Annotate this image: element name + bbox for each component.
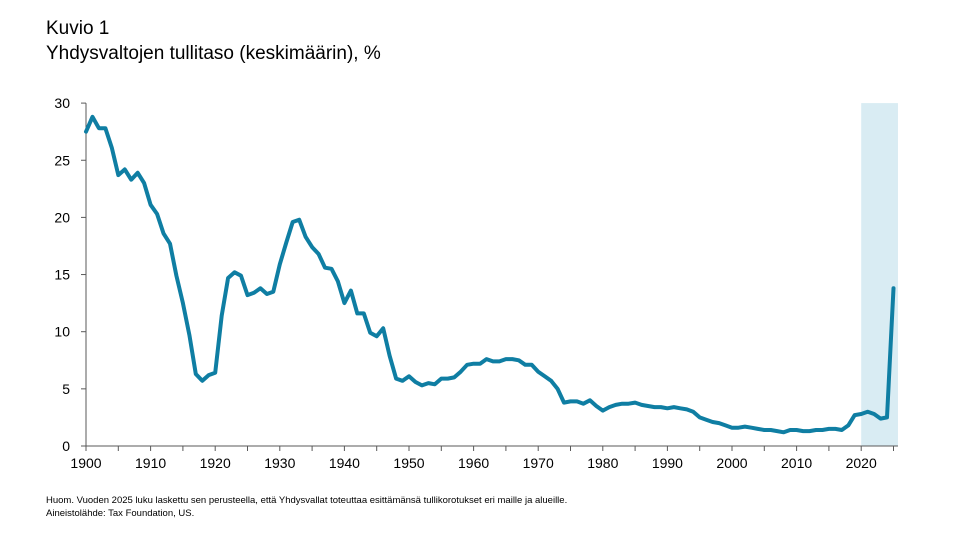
y-tick-label: 5 xyxy=(62,381,70,397)
x-tick-label: 2000 xyxy=(716,455,747,471)
chart-notes: Huom. Vuoden 2025 luku laskettu sen peru… xyxy=(46,494,567,520)
x-tick-label: 1930 xyxy=(264,455,295,471)
x-tick-label: 2010 xyxy=(781,455,812,471)
y-tick-label: 10 xyxy=(54,324,70,340)
y-tick-label: 20 xyxy=(54,209,70,225)
x-tick-label: 1920 xyxy=(200,455,231,471)
y-tick-label: 0 xyxy=(62,438,70,454)
y-tick-label: 15 xyxy=(54,267,70,283)
source-note: Aineistolähde: Tax Foundation, US. xyxy=(46,508,195,519)
x-tick-label: 1990 xyxy=(652,455,683,471)
x-tick-label: 1940 xyxy=(329,455,360,471)
chart-title: Kuvio 1 Yhdysvaltojen tullitaso (keskimä… xyxy=(46,16,381,66)
x-tick-label: 1910 xyxy=(135,455,166,471)
y-tick-label: 25 xyxy=(54,152,70,168)
highlight-band-2020-2025 xyxy=(861,103,898,446)
figure-title: Yhdysvaltojen tullitaso (keskimäärin), % xyxy=(46,43,381,64)
x-tick-label: 1970 xyxy=(523,455,554,471)
x-tick-label: 1900 xyxy=(70,455,101,471)
x-tick-label: 1950 xyxy=(393,455,424,471)
x-tick-label: 1960 xyxy=(458,455,489,471)
y-tick-label: 30 xyxy=(54,95,70,111)
footnote: Huom. Vuoden 2025 luku laskettu sen peru… xyxy=(46,495,568,506)
x-tick-label: 1980 xyxy=(587,455,618,471)
figure-label: Kuvio 1 xyxy=(46,18,110,39)
x-tick-label: 2020 xyxy=(846,455,877,471)
tariff-rate-line xyxy=(84,114,896,435)
